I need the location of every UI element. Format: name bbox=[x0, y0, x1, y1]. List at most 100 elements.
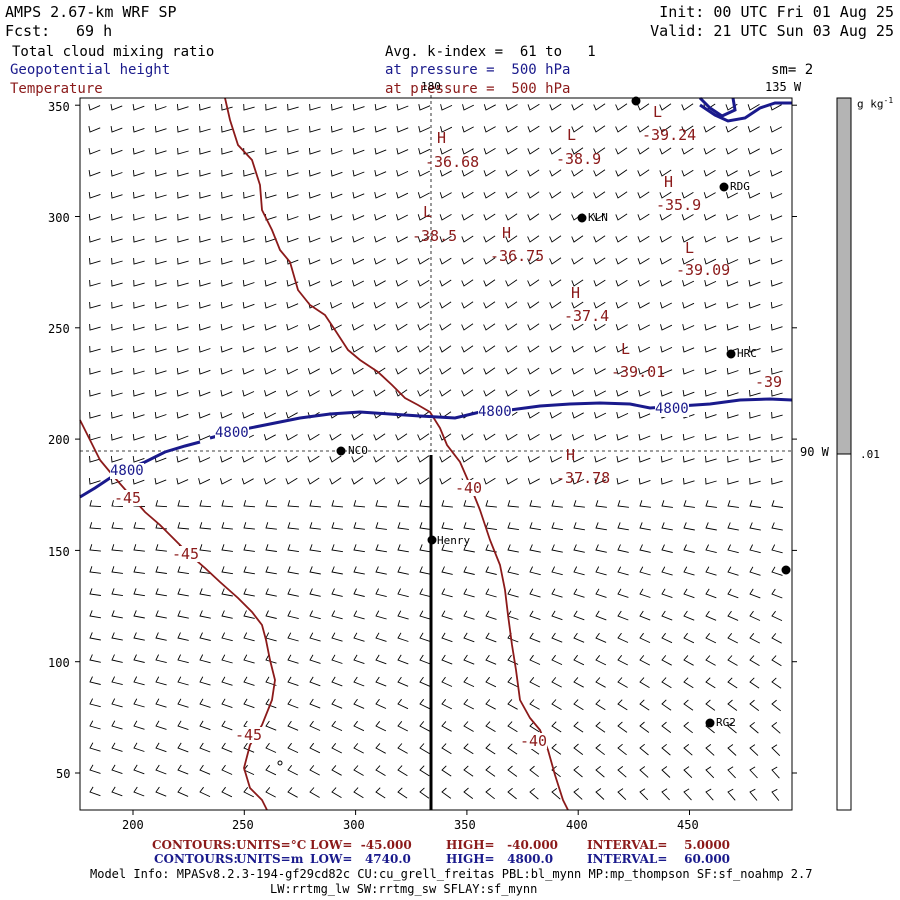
wind-barb bbox=[683, 699, 694, 711]
wind-barb bbox=[463, 765, 474, 777]
wind-barb bbox=[264, 257, 277, 265]
wind-barb bbox=[749, 655, 760, 666]
wind-barb bbox=[439, 323, 452, 331]
wind-barb bbox=[661, 500, 673, 508]
hl-sym-4: L bbox=[567, 126, 577, 144]
wind-barb bbox=[309, 676, 321, 687]
wind-barb bbox=[375, 610, 387, 620]
wind-barb bbox=[287, 500, 300, 508]
wind-barb bbox=[727, 500, 739, 508]
wind-barb bbox=[485, 500, 497, 508]
wind-barb bbox=[549, 147, 562, 155]
wind-barb bbox=[505, 257, 518, 265]
wind-barb bbox=[155, 588, 167, 597]
wind-barb bbox=[155, 720, 167, 730]
wind-barb bbox=[220, 323, 233, 331]
wind-barb bbox=[373, 433, 386, 441]
wind-barb bbox=[661, 721, 672, 733]
field-cloud: Total cloud mixing ratio bbox=[12, 44, 215, 60]
wind-barb bbox=[704, 368, 717, 375]
wind-barb bbox=[595, 500, 607, 508]
wind-barb bbox=[330, 192, 343, 199]
height-label-4: 4800 bbox=[655, 401, 689, 417]
wind-barb bbox=[637, 103, 650, 111]
wind-barb bbox=[133, 345, 145, 353]
wind-barb bbox=[485, 787, 495, 800]
wind-barb bbox=[439, 389, 452, 397]
wind-barb bbox=[330, 236, 343, 243]
wind-barb bbox=[748, 236, 761, 243]
wind-barb bbox=[639, 788, 649, 801]
wind-barb bbox=[110, 455, 123, 463]
wind-barb bbox=[639, 699, 650, 711]
wind-barb bbox=[155, 676, 167, 686]
colorbar-units-exp: -1 bbox=[883, 96, 894, 105]
wind-barb bbox=[132, 478, 145, 485]
wind-barb bbox=[461, 389, 474, 397]
hl-sym-9: L bbox=[621, 340, 631, 358]
wind-barb bbox=[703, 214, 716, 221]
wind-barb bbox=[397, 588, 409, 598]
wind-barb bbox=[419, 544, 431, 553]
wind-barb bbox=[331, 588, 343, 597]
wind-barb bbox=[705, 744, 715, 756]
wind-barb bbox=[395, 477, 408, 485]
wind-barb bbox=[483, 235, 496, 243]
wind-barb bbox=[681, 169, 694, 177]
wind-barb bbox=[571, 345, 584, 353]
wind-barb bbox=[287, 169, 299, 177]
wind-barb bbox=[571, 125, 584, 133]
wind-barb bbox=[353, 632, 365, 642]
wind-barb bbox=[199, 544, 211, 552]
wind-barb bbox=[265, 720, 277, 731]
footer-c2-label: CONTOURS: bbox=[154, 852, 238, 866]
wind-barb bbox=[198, 368, 211, 375]
wind-barb bbox=[661, 522, 673, 531]
wind-barb bbox=[439, 170, 452, 177]
wind-barb bbox=[617, 699, 628, 711]
wind-barb bbox=[133, 389, 145, 397]
hl-sym-5: L bbox=[653, 103, 663, 121]
wind-barb bbox=[397, 698, 409, 710]
wind-barb bbox=[133, 742, 145, 752]
wind-barb bbox=[88, 148, 101, 155]
wind-barb bbox=[727, 677, 738, 689]
wind-barb bbox=[419, 632, 431, 643]
wind-barb bbox=[351, 302, 364, 309]
wind-barb bbox=[329, 389, 342, 397]
wind-barb bbox=[681, 192, 694, 199]
wind-barb bbox=[749, 433, 761, 441]
wind-barb bbox=[395, 433, 408, 441]
wind-barb bbox=[549, 213, 562, 221]
wind-barb bbox=[705, 766, 715, 779]
wind-barb bbox=[683, 544, 695, 553]
wind-barb bbox=[748, 367, 761, 375]
wind-barb bbox=[395, 389, 408, 397]
wind-barb bbox=[243, 500, 256, 508]
wind-barb bbox=[441, 632, 453, 643]
wind-barb bbox=[661, 544, 673, 553]
wind-barb bbox=[551, 677, 562, 688]
wind-barb bbox=[309, 698, 321, 709]
wind-barb bbox=[771, 411, 783, 419]
wind-barb bbox=[441, 522, 453, 530]
wind-barb bbox=[155, 279, 167, 287]
wind-barb bbox=[286, 368, 299, 375]
wind-barb bbox=[705, 655, 716, 666]
wind-barb bbox=[682, 302, 695, 309]
hl-val-4: -38.9 bbox=[556, 150, 602, 168]
wind-barb bbox=[89, 279, 101, 287]
wind-barb bbox=[155, 610, 167, 619]
wind-barb bbox=[549, 169, 562, 177]
wind-barb bbox=[551, 500, 563, 508]
wind-barb bbox=[220, 301, 233, 309]
wind-barb bbox=[637, 191, 650, 199]
wind-barb bbox=[395, 345, 408, 353]
wind-barb bbox=[483, 213, 496, 221]
wind-barb bbox=[571, 169, 584, 177]
wind-barb bbox=[593, 301, 606, 309]
field-height: Geopotential height bbox=[10, 62, 171, 78]
wind-barb bbox=[419, 765, 430, 777]
wind-barb bbox=[748, 345, 761, 353]
temp-label-3: -45 bbox=[235, 726, 263, 744]
